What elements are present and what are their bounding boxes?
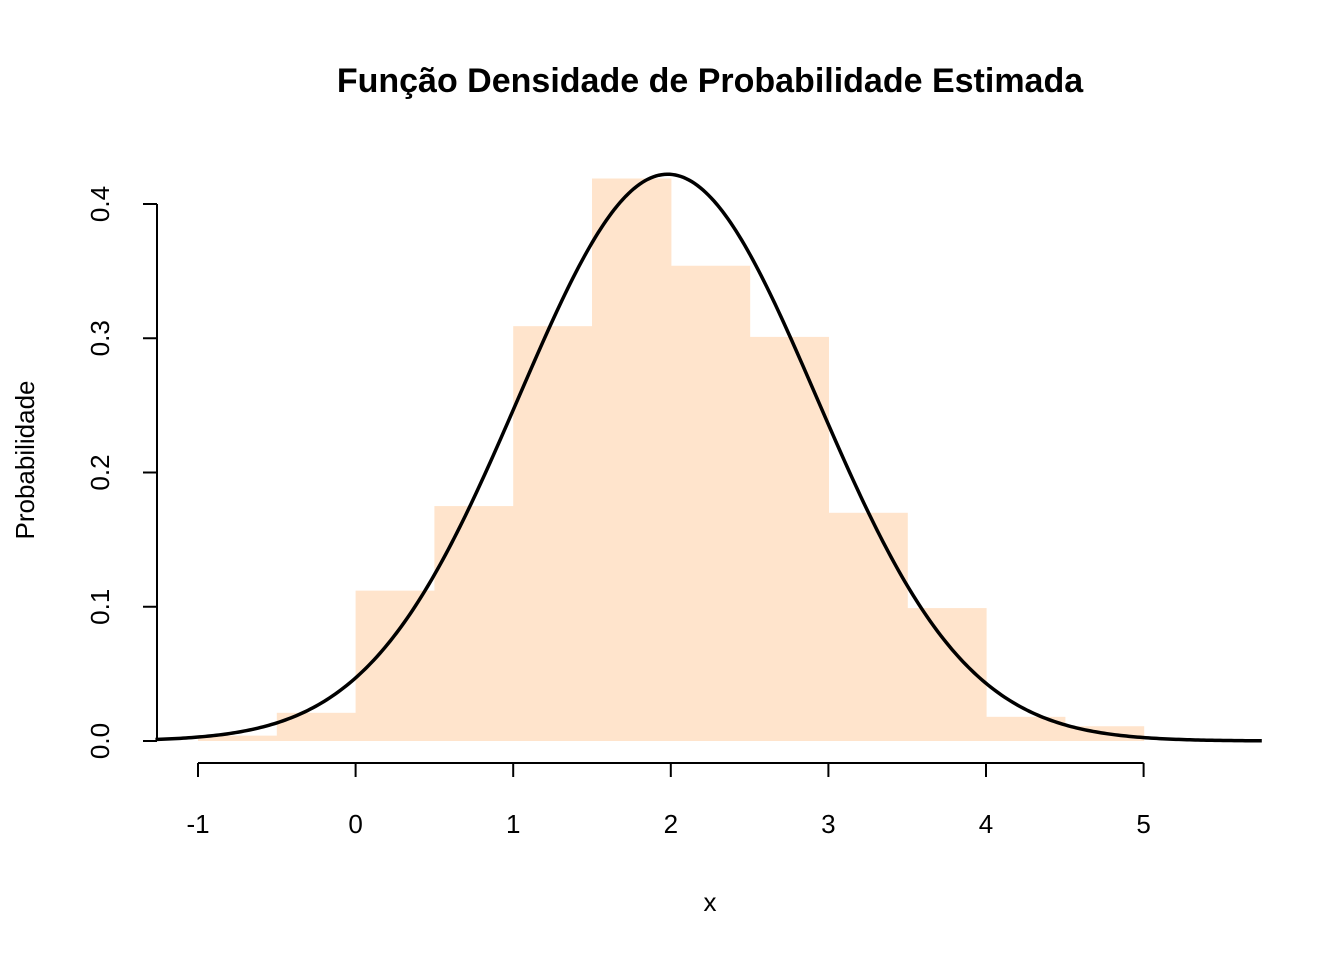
y-tick-label: 0.1 <box>85 589 115 625</box>
histogram-bar-6 <box>670 265 751 741</box>
x-tick-label: -1 <box>186 809 209 839</box>
histogram-bar-0 <box>198 735 278 741</box>
histogram-bar-4 <box>513 326 593 741</box>
histogram-bar-8 <box>828 512 908 741</box>
y-tick-label: 0.4 <box>85 186 115 222</box>
x-tick-label: 1 <box>506 809 520 839</box>
x-axis: -1 0 1 2 3 4 5 <box>186 762 1151 839</box>
y-tick-label: 0.2 <box>85 454 115 490</box>
x-tick-label: 0 <box>348 809 362 839</box>
histogram-bar-7 <box>749 336 829 741</box>
x-tick-label: 5 <box>1136 809 1150 839</box>
density-curve <box>155 172 1262 743</box>
y-tick-label: 0.0 <box>85 723 115 759</box>
y-tick-label: 0.3 <box>85 320 115 356</box>
x-tick-label: 3 <box>821 809 835 839</box>
x-tick-label: 2 <box>664 809 678 839</box>
y-axis-label: Probabilidade <box>10 380 40 539</box>
x-tick-label: 4 <box>979 809 993 839</box>
histogram-bar-3 <box>434 506 514 741</box>
y-axis: 0.0 0.1 0.2 0.3 0.4 <box>85 186 158 759</box>
histogram-bars <box>198 178 1145 741</box>
chart-title: Função Densidade de Probabilidade Estima… <box>337 62 1084 100</box>
x-axis-label: x <box>704 887 717 917</box>
histogram-bar-5 <box>592 178 672 741</box>
histogram-bar-9 <box>907 608 987 741</box>
